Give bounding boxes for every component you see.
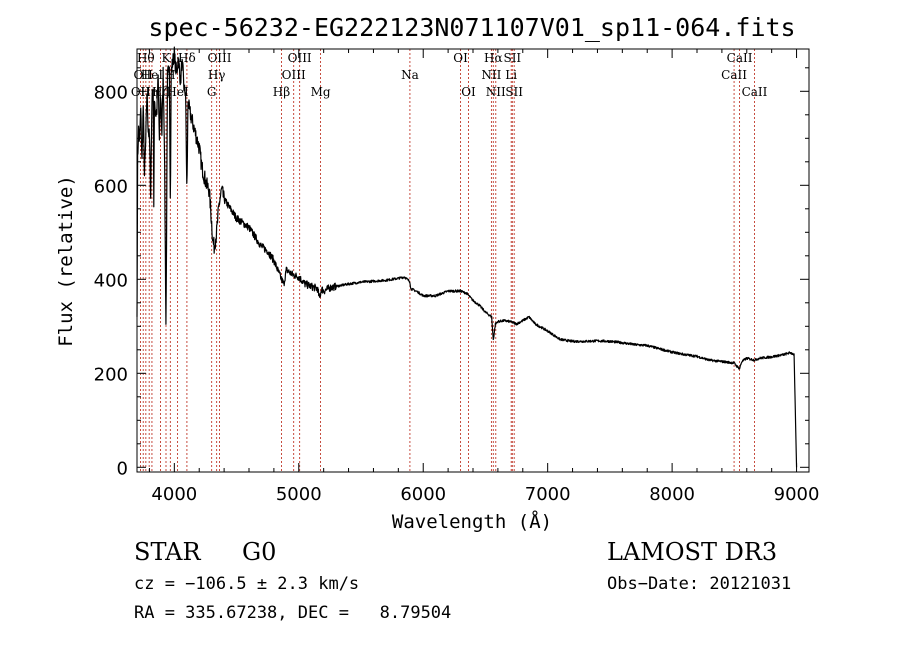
x-axis-ticks: 4000 5000 6000 7000 8000 9000 [148,49,820,505]
line-label-mg: Mg [311,85,331,99]
line-label-oii: OII [134,68,154,82]
line-label-k: K [162,51,172,65]
spectral-line-markers [140,49,755,472]
line-label-caii: CaII [727,51,753,65]
line-label-oiii: OIII [207,51,231,65]
x-tick-label: 4000 [151,484,197,505]
line-label-na: Na [401,68,419,82]
y-axis-ticks: 0 200 400 600 800 [94,67,809,479]
line-label-hθ: Hθ [137,51,155,65]
spectrum-line [136,46,798,468]
y-tick-label: 200 [94,364,128,385]
coordinates-text: RA = 335.67238, DEC = 8.79504 [134,603,452,623]
line-label-sii: SII [503,51,521,65]
chart-title: spec-56232-EG222123N071107V01_sp11-064.f… [148,13,795,42]
line-label-hei: HeI [141,68,164,82]
line-label-nii: NII [481,68,501,82]
line-label-caii: CaII [742,85,768,99]
y-axis-label: Flux (relative) [55,175,77,347]
obs-date-text: Obs−Date: 20121031 [607,574,792,594]
line-label-li: Li [505,68,517,82]
x-tick-label: 5000 [276,484,322,505]
line-label-caii: CaII [721,68,747,82]
line-label-oiii: OIII [282,68,306,82]
spectral-line-labels: OIIOIIHθHηHeIHζKHHeIHδGHγOIIIHβOIIIOIIIM… [131,51,768,99]
survey-name: LAMOST DR3 [607,538,778,566]
line-label-oi: OI [461,85,476,99]
y-tick-label: 600 [94,176,128,197]
x-tick-label: 7000 [525,484,571,505]
y-tick-label: 800 [94,82,128,103]
line-label-h: H [165,68,175,82]
plot-frame [136,48,810,473]
line-label-oi: OI [453,51,468,65]
object-subclass: G0 [242,538,277,566]
object-class: STAR [134,538,201,566]
redshift-text: cz = −106.5 ± 2.3 km/s [134,574,360,594]
line-label-hγ: Hγ [208,68,226,82]
line-label-nii: NII [486,85,506,99]
line-label-oiii: OIII [288,51,312,65]
line-label-hβ: Hβ [273,85,290,99]
x-axis-label: Wavelength (Å) [392,510,552,533]
x-tick-label: 8000 [649,484,695,505]
line-label-hζ: Hζ [152,85,169,99]
y-tick-label: 0 [117,458,128,479]
line-label-oii: OII [131,85,151,99]
line-label-hα: Hα [484,51,503,65]
x-tick-label: 9000 [774,484,820,505]
line-label-hδ: Hδ [178,51,196,65]
line-label-g: G [207,85,217,99]
y-tick-label: 400 [94,270,128,291]
line-label-sii: SII [505,85,523,99]
x-tick-label: 6000 [400,484,446,505]
